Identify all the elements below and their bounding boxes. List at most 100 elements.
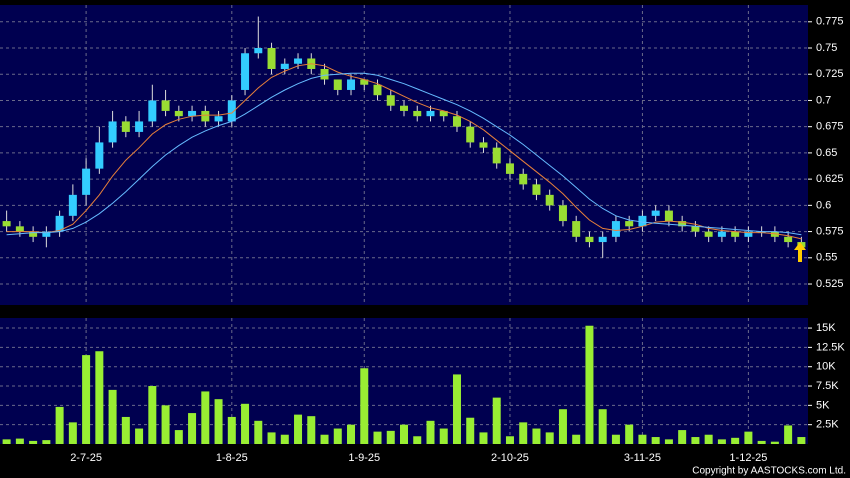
volume-bar bbox=[797, 437, 806, 444]
y-tick-label: 0.525 bbox=[816, 278, 844, 290]
candle-body bbox=[466, 126, 475, 143]
candle-body bbox=[320, 68, 329, 80]
volume-bar bbox=[254, 420, 263, 444]
candle-body bbox=[452, 116, 461, 127]
volume-bar bbox=[558, 409, 567, 444]
candle-body bbox=[704, 231, 713, 237]
candle-body bbox=[598, 236, 607, 243]
volume-bar bbox=[744, 431, 753, 444]
x-tick-label: 2-10-25 bbox=[491, 452, 529, 464]
layer: 0.525 0.55 0.575 0.6 0.625 0.65 0.675 0.7 0.725 0… bbox=[0, 5, 845, 464]
candle-body bbox=[532, 184, 541, 195]
candle-body bbox=[505, 163, 514, 174]
volume-bar bbox=[121, 416, 130, 444]
candle-body bbox=[214, 116, 223, 122]
candle-body bbox=[347, 79, 356, 90]
volume-bar bbox=[55, 406, 64, 444]
volume-bar bbox=[532, 428, 541, 444]
y-tick-label: 0.675 bbox=[816, 121, 844, 133]
candle-body bbox=[2, 221, 11, 227]
y-tick-label: 0.725 bbox=[816, 68, 844, 80]
volume-bar bbox=[572, 434, 581, 444]
candle-body bbox=[439, 110, 448, 117]
volume-panel bbox=[0, 318, 808, 444]
y-tick-label: 0.625 bbox=[816, 173, 844, 185]
candle-body bbox=[638, 215, 647, 227]
volume-bar bbox=[492, 397, 501, 444]
candle-body bbox=[651, 210, 660, 216]
candle-body bbox=[161, 100, 170, 111]
volume-bar bbox=[360, 368, 369, 444]
price-panel bbox=[0, 5, 808, 305]
volume-bar bbox=[439, 428, 448, 444]
candle-body bbox=[492, 147, 501, 164]
volume-bar bbox=[426, 420, 435, 444]
volume-bar bbox=[214, 399, 223, 444]
volume-bar bbox=[400, 424, 408, 444]
y-tick-label: 0.6 bbox=[816, 199, 831, 211]
candle-body bbox=[386, 95, 395, 106]
y-tick-label: 7.5K bbox=[816, 380, 839, 392]
candle-body bbox=[241, 53, 250, 90]
candle-body bbox=[108, 121, 117, 143]
volume-bar bbox=[452, 374, 461, 444]
candle-body bbox=[373, 84, 382, 96]
volume-bar bbox=[161, 405, 170, 444]
y-tick-label: 0.7 bbox=[816, 94, 831, 106]
candle-body bbox=[625, 221, 634, 227]
candle-body bbox=[254, 48, 263, 54]
volume-bar bbox=[68, 422, 77, 444]
candle-body bbox=[413, 110, 422, 117]
volume-bar bbox=[307, 416, 316, 444]
candle-body bbox=[188, 110, 197, 117]
volume-bar bbox=[320, 434, 329, 444]
candle-body bbox=[280, 63, 289, 69]
candle-body bbox=[545, 194, 554, 206]
volume-bar bbox=[333, 428, 342, 444]
volume-bar bbox=[347, 424, 356, 444]
y-tick-label: 12.5K bbox=[816, 341, 845, 353]
volume-bar bbox=[625, 424, 634, 444]
volume-bar bbox=[757, 440, 766, 444]
candle-body bbox=[519, 173, 528, 185]
x-tick-label: 1-9-25 bbox=[348, 452, 380, 464]
volume-bar bbox=[241, 403, 250, 444]
x-tick-label: 1-8-25 bbox=[216, 452, 248, 464]
moving-average-line bbox=[6, 72, 802, 236]
volume-bar bbox=[188, 413, 197, 444]
candle-body bbox=[135, 121, 144, 132]
volume-bar bbox=[82, 355, 91, 444]
y-tick-label: 0.75 bbox=[816, 42, 837, 54]
volume-bar bbox=[717, 439, 726, 444]
candle-body bbox=[400, 105, 408, 111]
candle-body bbox=[29, 231, 38, 237]
y-tick-label: 10K bbox=[816, 361, 836, 373]
y-tick-label: 0.575 bbox=[816, 225, 844, 237]
candle-body bbox=[664, 210, 673, 222]
volume-bar bbox=[545, 432, 554, 444]
candle-body bbox=[68, 194, 77, 216]
volume-bar bbox=[585, 325, 594, 444]
volume-bar bbox=[651, 437, 660, 444]
volume-bar bbox=[267, 432, 276, 444]
candle-body bbox=[148, 100, 157, 122]
candle-body bbox=[55, 215, 64, 232]
volume-bar bbox=[505, 436, 514, 444]
candle-body bbox=[717, 231, 726, 237]
candle-body bbox=[82, 168, 91, 195]
y-tick-label: 5K bbox=[816, 399, 830, 411]
candle-body bbox=[479, 142, 488, 148]
x-tick-label: 3-11-25 bbox=[624, 452, 661, 464]
candle-body bbox=[333, 79, 342, 90]
moving-average-line bbox=[6, 63, 802, 240]
volume-bar bbox=[479, 432, 488, 444]
volume-bar bbox=[280, 434, 289, 444]
candle-body bbox=[744, 231, 753, 237]
candle-body bbox=[426, 110, 435, 117]
volume-bar bbox=[135, 428, 144, 444]
copyright: Copyright by AASTOCKS.com Ltd. bbox=[692, 466, 846, 477]
last-price-arrow bbox=[794, 242, 806, 262]
volume-bar bbox=[2, 439, 11, 444]
volume-bar bbox=[174, 430, 183, 444]
volume-bar bbox=[108, 389, 117, 444]
